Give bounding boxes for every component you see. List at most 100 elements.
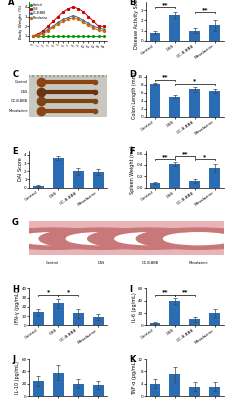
- Text: C: C: [12, 70, 18, 79]
- Bar: [169, 97, 180, 117]
- DSS: [72, 4, 74, 9]
- Bar: [189, 90, 199, 117]
- Bar: [189, 181, 199, 188]
- Bar: [72, 171, 83, 188]
- Circle shape: [87, 228, 211, 249]
- Control: [92, 34, 94, 38]
- Bar: [92, 317, 103, 325]
- Circle shape: [18, 233, 87, 245]
- Bar: [72, 384, 83, 396]
- Text: **: **: [161, 154, 167, 159]
- Y-axis label: Spleen Weight (mg): Spleen Weight (mg): [130, 145, 135, 194]
- Bar: [208, 91, 219, 117]
- OC-B-BBB: [32, 34, 34, 38]
- OC-B-BBB: [87, 21, 89, 26]
- Control: [67, 34, 69, 38]
- Mesalazine: [41, 32, 44, 36]
- Text: K: K: [128, 356, 135, 364]
- Mesalazine: [52, 25, 54, 30]
- Bar: [92, 385, 103, 396]
- Line: OC-B-BBB: OC-B-BBB: [32, 15, 104, 37]
- Bar: [33, 381, 44, 396]
- Text: J: J: [12, 356, 15, 364]
- OC-B-BBB: [77, 15, 79, 20]
- Text: Mesalazine: Mesalazine: [188, 261, 207, 265]
- Y-axis label: IL-6 (pg/mL): IL-6 (pg/mL): [131, 292, 136, 322]
- Control: [52, 34, 54, 38]
- DSS: [82, 9, 84, 14]
- DSS: [62, 9, 64, 14]
- Text: *: *: [192, 78, 196, 83]
- Text: DSS: DSS: [20, 90, 28, 94]
- OC-B-BBB: [82, 18, 84, 23]
- Control: [72, 34, 74, 38]
- Circle shape: [39, 228, 163, 249]
- Line: DSS: DSS: [32, 6, 104, 37]
- Text: OC-B-BBB: OC-B-BBB: [11, 99, 28, 103]
- DSS: [77, 6, 79, 11]
- DSS: [97, 24, 99, 29]
- Bar: [72, 313, 83, 325]
- Text: I: I: [128, 285, 131, 294]
- Line: Control: Control: [32, 35, 104, 37]
- Control: [36, 34, 39, 38]
- Bar: [208, 168, 219, 188]
- OC-B-BBB: [41, 31, 44, 36]
- Y-axis label: Disease Activity Score: Disease Activity Score: [134, 0, 139, 48]
- Text: B: B: [128, 0, 135, 7]
- Control: [97, 34, 99, 38]
- Text: *: *: [47, 290, 50, 294]
- Mesalazine: [32, 34, 34, 38]
- Bar: [92, 172, 103, 188]
- Control: [56, 34, 59, 38]
- Line: Mesalazine: Mesalazine: [32, 17, 104, 37]
- Circle shape: [136, 228, 225, 249]
- Legend: Control, DSS, OC-B-BBB, Mesalazine: Control, DSS, OC-B-BBB, Mesalazine: [29, 2, 48, 20]
- Control: [102, 34, 104, 38]
- Mesalazine: [87, 23, 89, 28]
- Text: F: F: [128, 147, 134, 156]
- Mesalazine: [92, 26, 94, 30]
- OC-B-BBB: [92, 24, 94, 29]
- OC-B-BBB: [62, 17, 64, 22]
- Bar: [169, 164, 180, 188]
- Y-axis label: DAI Score: DAI Score: [18, 157, 22, 181]
- Bar: [149, 183, 160, 188]
- Bar: [149, 84, 160, 117]
- OC-B-BBB: [97, 26, 99, 30]
- Mesalazine: [102, 29, 104, 34]
- Control: [41, 34, 44, 38]
- Bar: [189, 387, 199, 396]
- Mesalazine: [36, 32, 39, 37]
- Bar: [169, 374, 180, 396]
- Circle shape: [66, 233, 136, 245]
- Y-axis label: IFN-γ (pg/mL): IFN-γ (pg/mL): [15, 290, 20, 324]
- Text: **: **: [181, 289, 187, 294]
- Mesalazine: [67, 17, 69, 22]
- Y-axis label: Colon Length (mm): Colon Length (mm): [131, 72, 136, 120]
- Control: [62, 34, 64, 38]
- OC-B-BBB: [67, 15, 69, 20]
- Bar: [53, 373, 63, 396]
- DSS: [92, 19, 94, 24]
- Mesalazine: [62, 19, 64, 24]
- Text: *: *: [202, 154, 205, 159]
- Bar: [189, 319, 199, 325]
- Text: *: *: [66, 290, 70, 294]
- Control: [82, 34, 84, 38]
- Mesalazine: [82, 20, 84, 25]
- DSS: [87, 14, 89, 19]
- Circle shape: [163, 233, 225, 245]
- Control: [47, 34, 49, 38]
- Bar: [33, 312, 44, 325]
- Bar: [208, 313, 219, 325]
- Bar: [189, 30, 199, 41]
- Bar: [169, 15, 180, 41]
- Bar: [53, 303, 63, 325]
- Mesalazine: [56, 22, 59, 27]
- DSS: [52, 19, 54, 24]
- Text: H: H: [12, 285, 19, 294]
- Control: [77, 34, 79, 38]
- Text: G: G: [12, 218, 19, 227]
- Control: [87, 34, 89, 38]
